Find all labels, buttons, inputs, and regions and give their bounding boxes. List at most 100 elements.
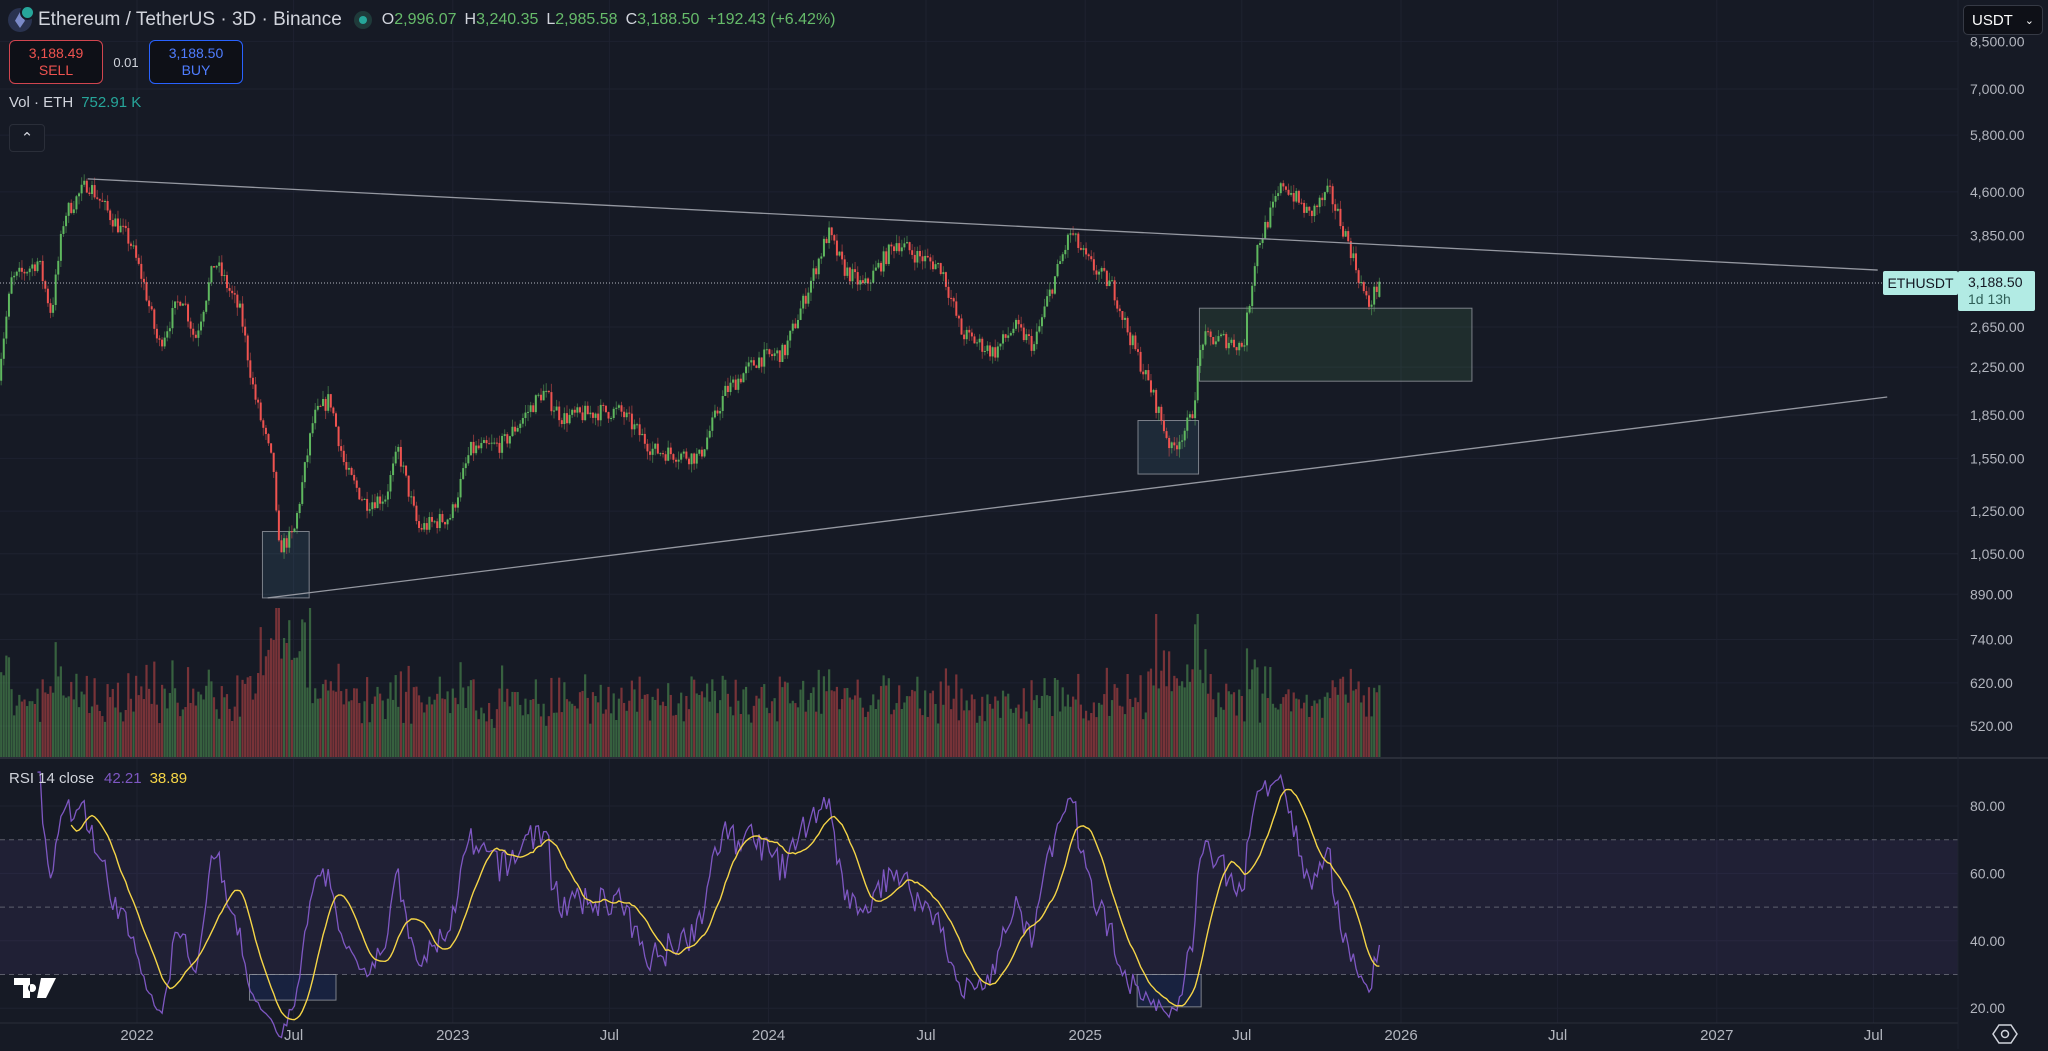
tradingview-logo-icon[interactable] [14, 976, 56, 1005]
trendline[interactable] [267, 396, 1888, 599]
volume-bar [879, 686, 883, 758]
candle-body [215, 265, 218, 268]
candle-body [212, 266, 215, 268]
trendlines[interactable] [87, 178, 1888, 599]
chart-settings-icon[interactable] [1992, 1022, 2018, 1051]
trendline[interactable] [87, 178, 1878, 271]
candle-body [290, 531, 293, 533]
volume-bar [148, 688, 151, 758]
candle-body [1087, 254, 1090, 257]
volume-bar [786, 682, 789, 758]
candle-body [257, 399, 260, 403]
volume-bar [1157, 688, 1160, 758]
time-axis[interactable]: 2022 Jul 2023 Jul 2024 Jul 2025 Jul 2026 Jul 2027 J… [120, 1027, 1883, 1044]
buy-button[interactable]: 3,188.50 BUY [149, 40, 243, 84]
rsi-axis[interactable]: 80.00 60.00 40.00 20.00 [1970, 798, 2005, 1016]
volume-bar [106, 684, 109, 758]
volume-bar [991, 708, 994, 758]
volume-bar [44, 692, 47, 758]
rsi-box[interactable] [248, 974, 337, 1001]
volume-bar [1126, 673, 1129, 758]
volume-bar [1046, 695, 1049, 758]
currency-value: USDT [1972, 11, 2013, 29]
volume-bar [1100, 704, 1103, 758]
price-box[interactable] [1198, 307, 1473, 382]
volume-bar [996, 700, 999, 758]
volume-bar [249, 676, 252, 758]
candle-body [812, 268, 815, 281]
price-tick-label: 2,250.00 [1970, 359, 2025, 375]
candle-body [934, 264, 937, 270]
volume-bar [1264, 666, 1267, 758]
candle-body [916, 250, 919, 263]
candle-body [700, 449, 703, 457]
symbol-title[interactable]: Ethereum / TetherUS · 3D · Binance [38, 9, 342, 30]
volume-bar [407, 665, 410, 758]
price-tick-label: 1,250.00 [1970, 503, 2025, 519]
volume-bar [812, 687, 815, 758]
volume-bar [1155, 614, 1158, 758]
candle-body [1310, 210, 1313, 217]
volume-bar [218, 718, 221, 758]
candle-body [264, 427, 267, 435]
volume-bar [524, 698, 527, 758]
candle-body [630, 413, 633, 430]
volume-bar [1108, 715, 1111, 758]
volume-legend[interactable]: Vol · ETH 752.91 K [9, 94, 141, 111]
candle-body [1069, 233, 1072, 235]
candle-body [103, 200, 106, 202]
candle-body [231, 290, 234, 294]
volume-bar [721, 675, 724, 758]
candle-body [848, 267, 851, 282]
volume-bar [532, 699, 535, 758]
candle-body [854, 269, 857, 273]
volume-bar [1360, 702, 1363, 758]
candle-body [929, 257, 932, 262]
volume-bar [417, 695, 421, 758]
volume-bar [597, 702, 600, 758]
volume-bar [329, 681, 332, 758]
volume-bar [622, 702, 626, 758]
collapse-legend-button[interactable]: ⌃ [9, 124, 45, 152]
volume-bar [791, 700, 794, 758]
candle-body [88, 192, 91, 195]
candle-body [1305, 206, 1308, 213]
volume-bar [1181, 681, 1184, 758]
volume-bar [1040, 695, 1044, 758]
candle-body [1266, 221, 1269, 228]
volume-bar [866, 711, 870, 758]
volume-bar [1077, 673, 1080, 758]
candle-body [716, 410, 719, 414]
candle-body [20, 267, 23, 272]
candle-body [545, 390, 548, 392]
volume-bar [1274, 707, 1277, 758]
rsi-legend[interactable]: RSI 14 close 42.21 38.89 [9, 770, 187, 787]
candle-body [451, 504, 454, 519]
candle-body [615, 407, 618, 409]
candle-body [1243, 345, 1246, 347]
currency-dropdown[interactable]: USDT ⌄ [1963, 5, 2043, 35]
volume-bar [397, 706, 400, 758]
volume-bar [947, 685, 950, 758]
candle-body [18, 267, 21, 272]
volume-bar [877, 699, 880, 758]
candle-body [963, 334, 966, 340]
candle-body [1053, 276, 1056, 294]
candle-body [150, 306, 153, 310]
sell-button[interactable]: 3,188.49 SELL [9, 40, 103, 84]
rsi-line [37, 771, 1381, 1039]
candle-body [1095, 270, 1098, 275]
candle-body [734, 379, 737, 390]
candle-body [1178, 441, 1181, 450]
price-axis[interactable]: 8,500.00 7,000.00 5,800.00 4,600.00 3,850.00… [1970, 33, 2025, 734]
candle-body [142, 278, 145, 283]
volume-bar [163, 688, 166, 758]
candle-body [996, 346, 999, 358]
candle-body [926, 255, 929, 258]
volume-bar [85, 675, 88, 758]
volume-bar [1103, 694, 1106, 758]
candle-body [498, 442, 501, 453]
candle-body [1108, 280, 1111, 287]
volume-bar [724, 679, 727, 758]
